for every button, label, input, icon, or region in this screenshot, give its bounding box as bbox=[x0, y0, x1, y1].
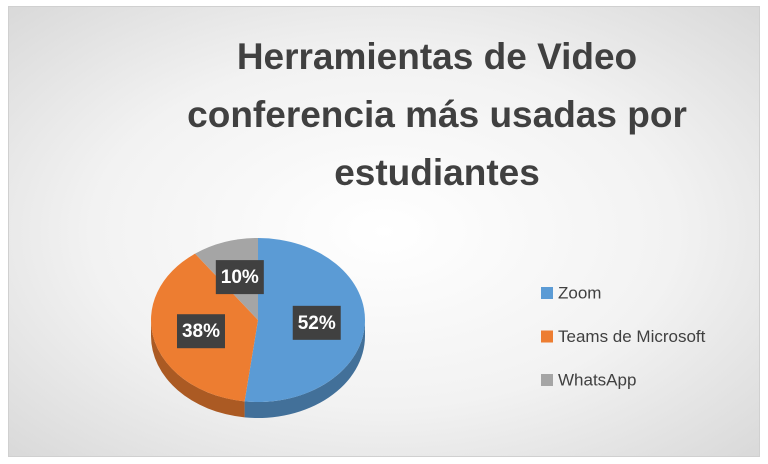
legend-swatch bbox=[541, 287, 553, 299]
data-label-box bbox=[215, 260, 264, 295]
data-label-box bbox=[176, 314, 225, 349]
slice-side bbox=[150, 320, 245, 418]
legend-label: Teams de Microsoft bbox=[558, 327, 706, 346]
legend-label: Zoom bbox=[558, 283, 601, 302]
legend-swatch bbox=[541, 374, 553, 386]
data-label: 52% bbox=[298, 313, 336, 334]
data-label: 38% bbox=[182, 321, 220, 342]
legend-label: WhatsApp bbox=[558, 370, 636, 389]
data-label-box bbox=[292, 305, 341, 340]
slice-side bbox=[244, 320, 365, 418]
chart-title: Herramientas de Video conferencia más us… bbox=[187, 36, 687, 193]
data-label: 10% bbox=[221, 267, 259, 288]
legend-swatch bbox=[541, 330, 553, 343]
chart-area bbox=[8, 6, 760, 457]
